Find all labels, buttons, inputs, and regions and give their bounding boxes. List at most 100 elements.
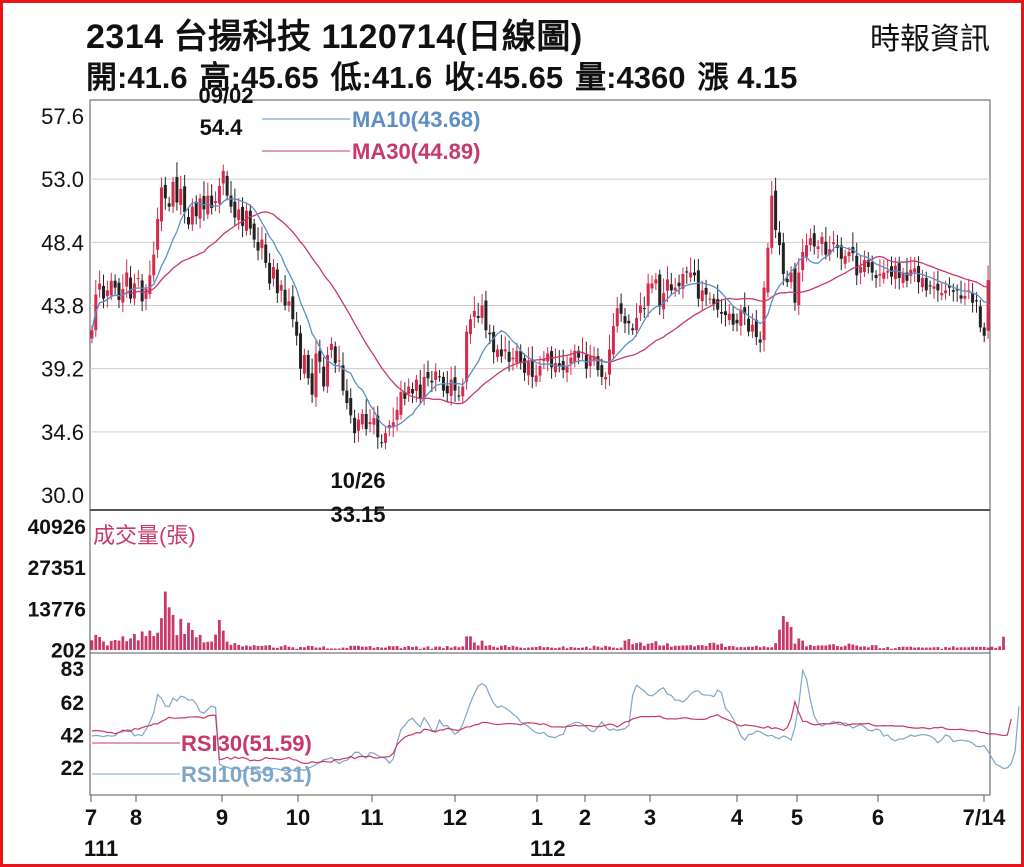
candle-down <box>438 376 442 378</box>
candle-down <box>183 186 187 213</box>
volume-bar <box>492 646 496 650</box>
candle-up <box>337 360 341 362</box>
x-month-label: 7 <box>85 805 97 830</box>
candle-up <box>121 289 125 303</box>
volume-bar <box>422 647 426 650</box>
volume-bar <box>662 645 666 650</box>
volume-bar <box>561 646 565 650</box>
rsi30-legend-label: RSI30(51.59) <box>181 731 312 756</box>
volume-bar <box>874 645 878 650</box>
candle-down <box>476 315 480 318</box>
volume-bar <box>669 646 673 650</box>
candle-down <box>353 417 357 434</box>
volume-bar <box>611 647 615 650</box>
candle-up <box>171 181 175 207</box>
volume-bar <box>511 645 515 650</box>
candle-down <box>557 363 561 366</box>
candle-up <box>673 287 677 291</box>
volume-bar <box>627 639 631 650</box>
candle-up <box>615 308 619 327</box>
candle-up <box>650 283 654 289</box>
volume-bar <box>921 647 924 650</box>
volume-bar <box>133 633 136 650</box>
volume-bar <box>909 646 913 650</box>
volume-bar <box>256 646 260 650</box>
volume-bar <box>376 646 380 650</box>
volume-bar <box>183 633 187 650</box>
volume-bar <box>554 648 557 650</box>
volume-bar <box>160 618 163 650</box>
candle-down <box>928 285 932 287</box>
volume-bar <box>928 647 932 650</box>
price-tick-label: 57.6 <box>41 104 84 129</box>
candle-down <box>955 289 959 291</box>
candle-up <box>179 188 183 205</box>
candle-up <box>832 242 836 245</box>
candle-up <box>190 206 194 225</box>
candle-down <box>855 255 859 276</box>
candle-down <box>523 358 527 373</box>
candle-down <box>723 311 727 316</box>
candle-up <box>414 379 418 391</box>
candle-up <box>893 265 897 280</box>
candle-down <box>959 295 963 299</box>
candle-down <box>716 299 720 310</box>
candle-down <box>758 339 762 343</box>
volume-bar <box>897 646 901 650</box>
volume-bar <box>515 646 519 650</box>
volume-bar <box>573 647 577 650</box>
candle-up <box>940 293 944 296</box>
volume-bar <box>936 646 940 650</box>
volume-bar <box>341 647 345 650</box>
volume-bar <box>747 646 750 650</box>
volume-bar <box>438 646 441 650</box>
volume-bar <box>333 648 337 650</box>
candle-up <box>770 195 774 248</box>
volume-bar <box>635 643 638 650</box>
candle-down <box>411 388 415 394</box>
price-tick-label: 48.4 <box>41 230 84 255</box>
candle-down <box>345 390 349 403</box>
volume-bar <box>484 645 488 650</box>
volume-bar <box>407 646 411 650</box>
candle-up <box>700 290 704 302</box>
candle-down <box>623 316 627 324</box>
volume-bar <box>148 630 152 650</box>
candle-up <box>372 418 376 425</box>
volume-bar <box>360 646 364 650</box>
candle-up <box>109 280 113 296</box>
volume-bar <box>754 645 758 650</box>
volume-bar <box>476 645 480 650</box>
volume-bar <box>797 638 801 650</box>
candle-down <box>488 332 492 335</box>
volume-bar <box>948 647 951 650</box>
volume-bar <box>967 647 971 650</box>
volume-bar <box>542 647 546 650</box>
volume-bar <box>720 643 723 650</box>
volume-bar <box>592 645 596 650</box>
volume-bar <box>805 646 808 650</box>
volume-bar <box>248 646 252 650</box>
candle-up <box>932 286 936 289</box>
rsi30-line <box>91 699 1012 765</box>
volume-bar <box>179 618 183 650</box>
volume-bar <box>673 645 677 650</box>
volume-bar <box>519 647 523 650</box>
candle-up <box>90 330 94 339</box>
candle-down <box>295 321 299 336</box>
volume-bar <box>557 647 561 650</box>
candle-up <box>399 392 403 415</box>
volume-bar <box>229 644 233 650</box>
volume-bar <box>461 646 465 650</box>
volume-bar <box>917 647 920 650</box>
x-month-label: 2 <box>579 805 591 830</box>
volume-bar <box>704 646 708 650</box>
x-year-label: 111 <box>84 836 118 861</box>
candle-down <box>631 328 635 331</box>
volume-bar <box>302 647 306 650</box>
candle-up <box>963 295 967 299</box>
volume-bar <box>194 637 198 650</box>
candle-up <box>156 218 160 250</box>
volume-bar <box>998 646 1002 650</box>
